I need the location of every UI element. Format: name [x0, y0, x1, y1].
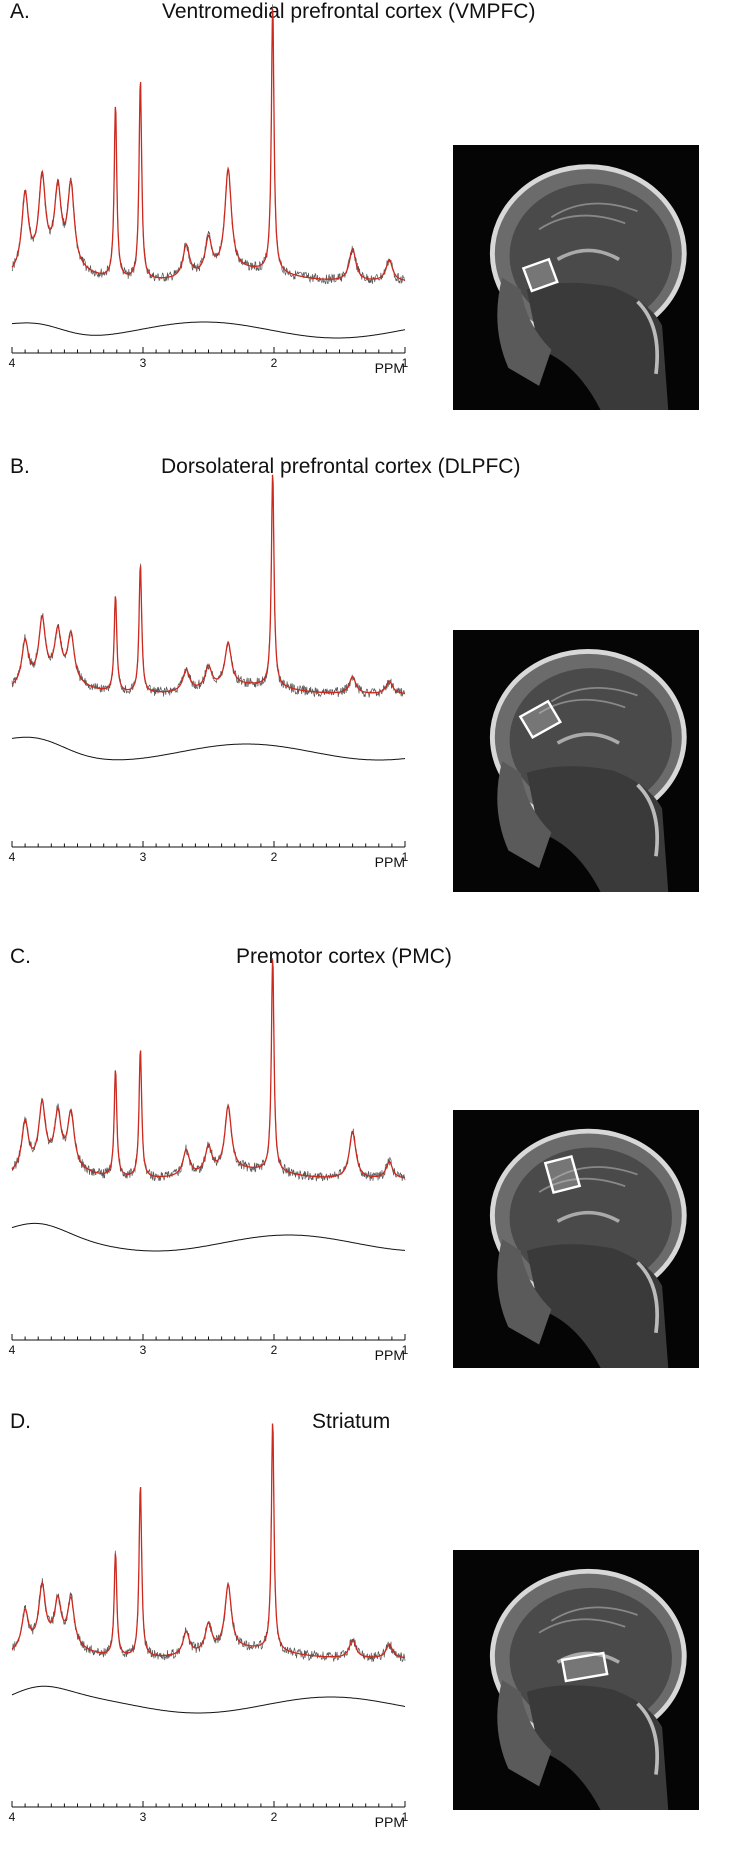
voxel-placement-box: [518, 699, 563, 739]
x-tick-label: 3: [140, 356, 147, 370]
panel-title: Ventromedial prefrontal cortex (VMPFC): [162, 0, 536, 23]
x-axis-unit-label: PPM: [375, 360, 405, 376]
panel-dlpfc: B. Dorsolateral prefrontal cortex (DLPFC…: [0, 455, 735, 925]
panel-title: Striatum: [312, 1410, 391, 1433]
x-tick-label: 1: [402, 850, 409, 864]
panel-title: Premotor cortex (PMC): [236, 945, 452, 968]
spectrum-raw-data-line: [11, 4, 406, 285]
x-tick-label: 4: [9, 356, 16, 370]
mri-sagittal-image: [453, 630, 699, 892]
x-tick-label: 2: [271, 1810, 278, 1824]
x-tick-label: 4: [9, 1810, 16, 1824]
voxel-placement-box: [543, 1154, 582, 1195]
x-tick-label: 2: [271, 850, 278, 864]
spectrum-raw-data-line: [11, 957, 406, 1182]
x-tick-label: 1: [402, 1810, 409, 1824]
spectrum-raw-data-line: [11, 476, 406, 698]
spectrum-fit-line: [11, 8, 406, 281]
x-tick-label: 3: [140, 850, 147, 864]
panel-pmc: C. Premotor cortex (PMC) 4 3 2 1 PPM: [0, 945, 735, 1415]
x-tick-label: 3: [140, 1343, 147, 1357]
panel-vmpfc: A. Ventromedial prefrontal cortex (VMPFC…: [0, 0, 735, 410]
voxel-placement-box: [521, 257, 559, 293]
x-tick-label: 3: [140, 1810, 147, 1824]
panel-title: Dorsolateral prefrontal cortex (DLPFC): [161, 455, 521, 478]
panel-letter: A.: [10, 0, 30, 23]
x-tick-label: 1: [402, 356, 409, 370]
panel-letter: B.: [10, 455, 30, 478]
x-tick-label: 2: [271, 356, 278, 370]
x-tick-label: 4: [9, 850, 16, 864]
x-tick-label: 1: [402, 1343, 409, 1357]
x-tick-label: 2: [271, 1343, 278, 1357]
spectrum-baseline-line: [11, 736, 406, 761]
panel-letter: C.: [10, 945, 31, 968]
voxel-placement-box: [560, 1651, 609, 1683]
x-axis-unit-label: PPM: [375, 1814, 405, 1830]
panel-striatum: D. Striatum 4 3 2 1 PPM: [0, 1410, 735, 1857]
x-axis-unit-label: PPM: [375, 854, 405, 870]
spectrum-baseline-line: [11, 1222, 405, 1252]
spectrum-fit-line: [11, 474, 406, 694]
spectrum-fit-line: [11, 959, 406, 1179]
spectrum-baseline-line: [11, 1685, 406, 1714]
mri-sagittal-image: [453, 1550, 699, 1810]
spectrum-baseline-line: [12, 321, 406, 339]
panel-letter: D.: [10, 1410, 31, 1433]
x-axis-unit-label: PPM: [375, 1347, 405, 1363]
x-tick-label: 4: [9, 1343, 16, 1357]
mri-sagittal-image: [453, 1110, 699, 1368]
mri-sagittal-image: [453, 145, 699, 410]
spectrum-raw-data-line: [11, 1428, 406, 1663]
spectrum-fit-line: [11, 1423, 406, 1659]
